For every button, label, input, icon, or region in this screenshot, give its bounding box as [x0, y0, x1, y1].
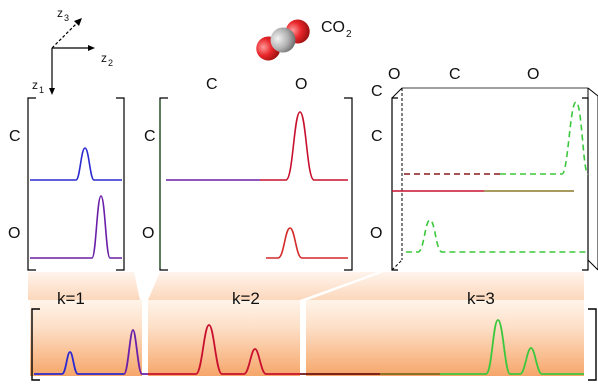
block2-left-bracket	[159, 97, 168, 271]
block3-col-1-label: C	[449, 66, 461, 83]
band-k2	[148, 300, 300, 376]
block2-col-left-label: C	[206, 76, 218, 93]
block3-panel	[391, 87, 598, 271]
block1-left-bracket	[27, 97, 36, 271]
axis-z2-label: z2	[101, 51, 114, 68]
band-k3	[306, 300, 584, 376]
block3-dashed-top-green	[500, 101, 589, 175]
block2-row-bottom-label: O	[142, 225, 155, 242]
block1-panel	[27, 97, 125, 271]
band-right-bracket	[588, 308, 597, 381]
molecule-subscript: 2	[346, 29, 352, 40]
z2-arrowhead	[88, 45, 95, 51]
block3-col-2-label: O	[527, 66, 540, 83]
block1-right-bracket	[116, 97, 125, 271]
block2-right-bracket	[344, 97, 353, 271]
signal-k3-green	[440, 319, 584, 375]
signal-k1-purple	[123, 329, 148, 375]
axes-symbol	[49, 18, 95, 95]
bottom-k3-label: k=3	[467, 289, 495, 308]
block1-row-bottom-label: O	[8, 225, 21, 242]
bottom-band	[30, 300, 597, 381]
bottom-k2-label: k=2	[232, 289, 260, 308]
fan-k3	[308, 272, 584, 300]
molecule-prefix: CO	[321, 19, 345, 36]
z3-arrowhead	[74, 18, 82, 26]
block2-curve-top-right	[260, 111, 348, 181]
fan-k2	[148, 272, 378, 300]
block2-curve-bottom	[266, 227, 348, 259]
band-left-bracket	[31, 308, 40, 381]
axis-z3-label: z3	[57, 6, 70, 23]
bottom-k1-label: k=1	[57, 289, 85, 308]
fan-k1	[28, 272, 140, 300]
block2-row-top-label: C	[144, 128, 156, 145]
block3-dashed-bottom-green	[406, 219, 588, 253]
block2-panel	[159, 97, 353, 271]
band-notch-2	[300, 300, 306, 376]
block1-curve-bottom	[30, 195, 122, 259]
signal-k2-crimson	[148, 324, 300, 375]
fan-shading	[28, 272, 584, 300]
signal-k1-blue	[34, 351, 124, 375]
block3-row-0-label: C	[371, 83, 383, 100]
block1-curve-top	[30, 147, 122, 181]
block3-right-bracket	[582, 97, 589, 271]
block2-col-right-label: O	[295, 76, 308, 93]
axis-z1-label: z1	[32, 78, 45, 95]
z1-arrowhead	[49, 88, 55, 95]
band-k1	[30, 300, 142, 376]
band-notch-1	[142, 300, 148, 376]
block3-row-2-label: O	[370, 225, 383, 242]
block1-row-top-label: C	[9, 128, 21, 145]
block3-row-1-label: C	[371, 128, 383, 145]
molecule-label: CO2	[321, 19, 352, 40]
co2-molecule-icon	[256, 19, 310, 61]
block3-col-0-label: O	[388, 66, 401, 83]
block3-left-bracket	[391, 97, 398, 271]
